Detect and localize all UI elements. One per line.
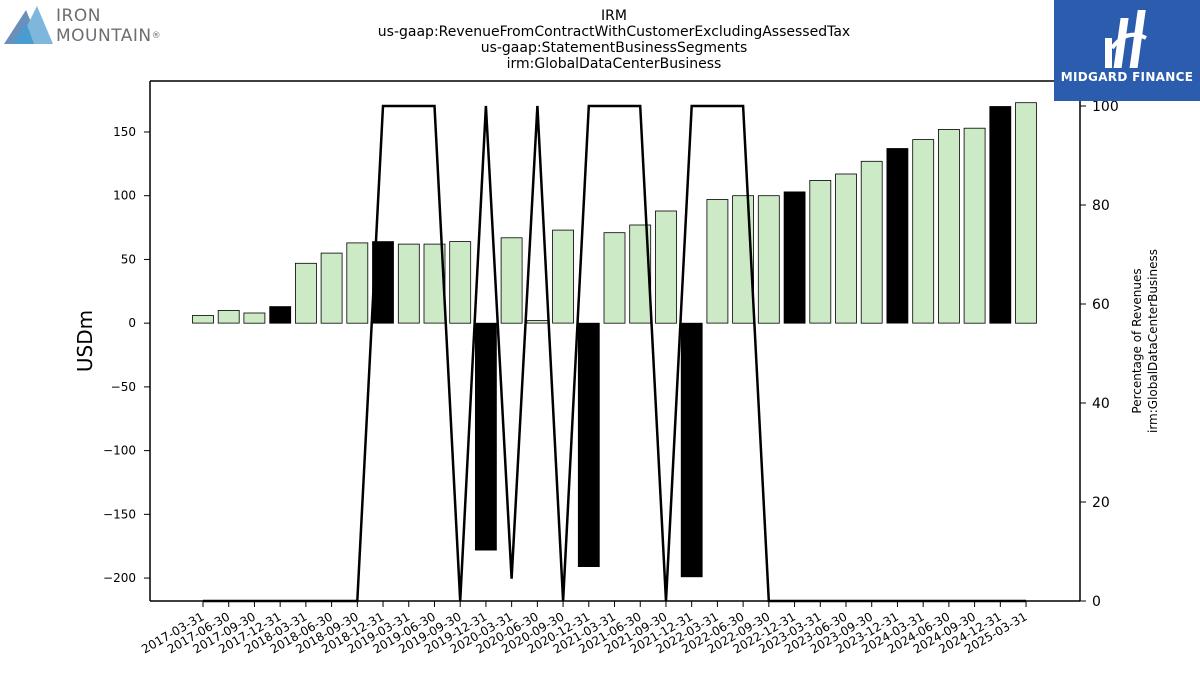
bar-2023-12-31 [886,148,909,324]
logo-line-1: IRON [56,6,101,26]
y2-axis-title-line-1: Percentage of Revenues [1130,268,1144,413]
y-tick-label--100: −100 [103,444,136,458]
y-tick-label--50: −50 [111,380,136,394]
chart-axes: −200−150−100−500501001500204060801002017… [103,80,1119,656]
y2-tick-label-40: 40 [1092,396,1110,412]
bar-2019-09-30 [449,241,472,324]
y-tick-label--150: −150 [103,507,136,521]
midgard-monogram-icon [1105,10,1147,68]
bar-2022-03-31 [706,199,729,324]
y-tick-label-150: 150 [113,125,136,139]
logo-line-2: MOUNTAIN [56,26,152,46]
y2-tick-label-100: 100 [1092,99,1119,115]
bar-2019-12-31 [474,322,497,551]
y2-tick-label-20: 20 [1092,495,1110,511]
title-line-1: IRM [601,8,627,24]
bar-2023-03-31 [809,179,832,324]
y-axis-title: USDm [73,310,97,372]
bar-2022-09-30 [757,195,780,324]
bar-2022-12-31 [783,191,806,324]
y2-tick-label-0: 0 [1092,594,1101,610]
chart-title: IRMus-gaap:RevenueFromContractWithCustom… [378,8,850,72]
bar-2017-09-30 [243,312,266,324]
midgard-finance-name: MIDGARD FINANCE [1060,70,1194,84]
mountain-icon [4,6,53,44]
bar-2023-09-30 [860,160,883,324]
y2-axis-title-line-2: irm:GlobalDataCenterBusiness [1146,249,1160,433]
bar-2019-06-30 [423,243,446,324]
bar-2017-03-31 [192,315,214,324]
title-line-4: irm:GlobalDataCenterBusiness [507,56,722,72]
midgard-finance-logo: MIDGARD FINANCE [1054,0,1200,101]
bar-2021-09-30 [655,210,677,324]
y2-axis-label: Percentage of Revenues irm:GlobalDataCent… [1130,249,1160,433]
bar-2024-03-31 [912,139,935,324]
bar-2021-03-31 [603,232,626,324]
bar-2021-06-30 [629,224,652,324]
y-axis-label: USDm [73,310,97,372]
y-tick-label-50: 50 [121,252,136,266]
bar-2017-12-31 [269,306,292,324]
bar-2024-06-30 [938,128,960,324]
bar-2020-03-31 [500,237,523,324]
y-tick-label-100: 100 [113,189,136,203]
bar-2020-12-31 [577,322,600,568]
bar-2025-03-31 [1015,102,1037,324]
trademark-symbol: ® [151,31,162,41]
bar-2019-03-31 [397,243,420,324]
bar-2020-09-30 [552,229,574,324]
title-line-3: us-gaap:StatementBusinessSegments [481,40,748,56]
y-tick-label-0: 0 [128,316,136,330]
bar-2023-06-30 [835,173,857,324]
bar-2020-06-30 [526,320,549,324]
bar-2018-03-31 [294,262,317,324]
bar-series [192,102,1037,578]
y2-tick-label-80: 80 [1092,198,1110,214]
bar-2021-12-31 [680,322,703,578]
bar-2024-09-30 [963,127,986,324]
y-tick-label--200: −200 [103,571,136,585]
bar-2018-12-31 [372,241,394,324]
bar-2017-06-30 [217,309,240,324]
iron-mountain-logo: IRON MOUNTAIN® [4,4,164,48]
y2-tick-label-60: 60 [1092,297,1110,313]
bar-2018-06-30 [320,252,343,324]
bar-2024-12-31 [989,106,1012,324]
bar-2018-09-30 [346,242,369,324]
title-line-2: us-gaap:RevenueFromContractWithCustomerE… [378,24,850,40]
